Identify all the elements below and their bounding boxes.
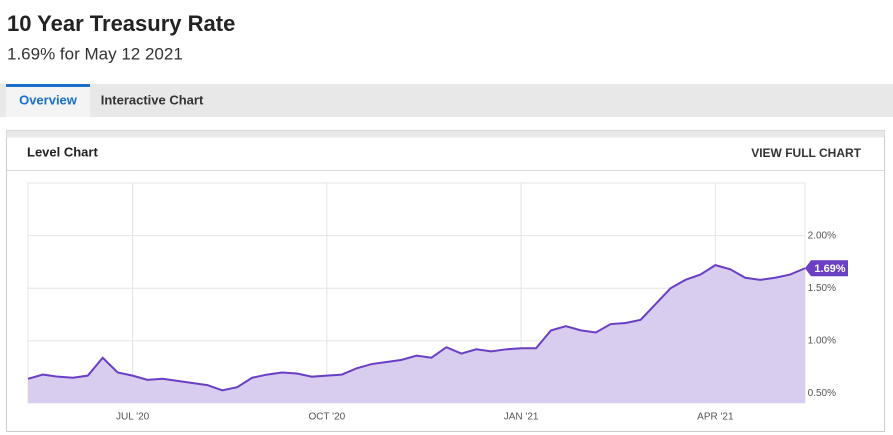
- value-badge: [805, 260, 848, 277]
- tab-active-bg: [6, 84, 90, 117]
- panel-top: [6, 130, 885, 138]
- view-full-chart[interactable]: VIEW FULL CHART: [751, 146, 861, 160]
- tab[interactable]: Overview: [19, 92, 78, 107]
- panel-title: Level Chart: [27, 144, 98, 159]
- y-tick-label: 1.00%: [808, 336, 836, 347]
- x-tick-label: JUL '20: [116, 412, 150, 423]
- y-tick-label: 1.50%: [808, 283, 836, 294]
- y-tick-label: 0.50%: [808, 388, 836, 399]
- y-tick-label: 2.00%: [808, 230, 836, 241]
- x-tick-label: APR '21: [697, 412, 734, 423]
- tab-bar: [0, 84, 893, 117]
- tab-indicator: [6, 84, 90, 87]
- x-tick-label: JAN '21: [504, 412, 539, 423]
- x-tick-label: OCT '20: [308, 412, 345, 423]
- value-label: 1.69%: [814, 263, 845, 275]
- page-title: 10 Year Treasury Rate: [7, 11, 235, 36]
- plot: 0.50% 1.00% 1.50% 2.00% JUL '20 OCT '20 JAN '2…: [27, 182, 848, 423]
- line: [27, 264, 806, 392]
- tab[interactable]: Interactive Chart: [101, 92, 204, 107]
- page-subtitle: 1.69% for May 12 2021: [7, 44, 183, 63]
- area: [28, 265, 805, 403]
